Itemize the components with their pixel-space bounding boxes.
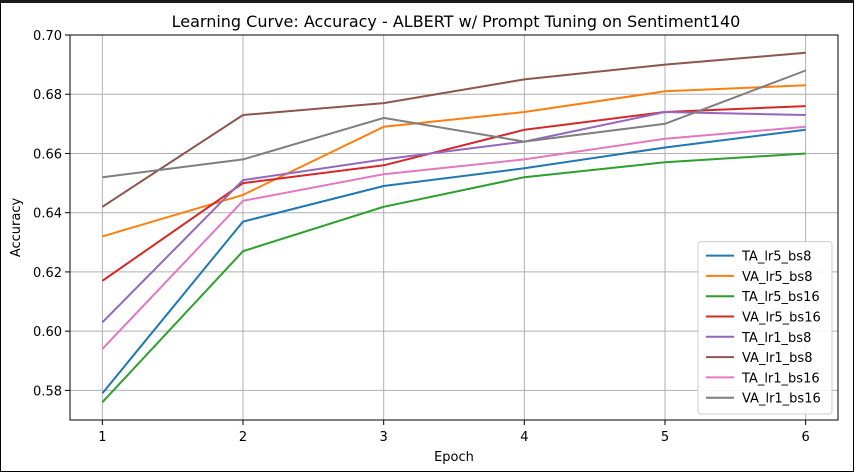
x-tick-label: 6: [802, 430, 810, 445]
x-axis-label: Epoch: [434, 450, 474, 465]
series-line-va-lr1-bs8: [101, 51, 806, 208]
legend: TA_lr5_bs8 VA_lr5_bs8 TA_lr5_bs16 VA_lr5_bs…: [697, 241, 833, 415]
x-tick-label: 2: [239, 430, 247, 445]
x-tick-label: 5: [661, 430, 669, 445]
legend-label: VA_lr5_bs8: [742, 270, 812, 285]
y-tick-label: 0.64: [33, 207, 62, 222]
y-tick-label: 0.58: [33, 384, 62, 399]
axis-ticks: 1 2 3 4 5 6 0.58 0.60 0.62 0.64 0.66 0.68 0.70: [33, 29, 810, 445]
y-tick-label: 0.68: [33, 88, 62, 103]
chart-title: Learning Curve: Accuracy - ALBERT w/ Pro…: [172, 12, 741, 31]
series-line-ta-lr1-bs8: [101, 111, 806, 324]
legend-box: [697, 241, 833, 415]
series-line-ta-lr5-bs16: [101, 152, 806, 403]
series-lines: [101, 51, 806, 403]
legend-label: TA_lr5_bs16: [741, 290, 820, 305]
legend-label: TA_lr1_bs16: [741, 371, 820, 386]
legend-label: VA_lr1_bs16: [742, 392, 821, 407]
legend-label: VA_lr5_bs16: [742, 311, 821, 326]
series-line-ta-lr5-bs8: [101, 128, 806, 394]
x-tick-label: 3: [380, 430, 388, 445]
y-tick-label: 0.70: [33, 29, 62, 44]
legend-label: VA_lr1_bs8: [742, 351, 812, 366]
y-tick-label: 0.60: [33, 325, 62, 340]
series-line-ta-lr1-bs16: [101, 125, 806, 350]
legend-label: TA_lr5_bs8: [741, 250, 811, 265]
legend-label: TA_lr1_bs8: [741, 331, 811, 346]
plot-area: [69, 34, 839, 421]
series-line-va-lr1-bs16: [102, 69, 806, 179]
y-tick-label: 0.62: [33, 266, 62, 281]
series-line-va-lr5-bs16: [101, 105, 806, 282]
x-tick-label: 1: [98, 430, 106, 445]
y-tick-label: 0.66: [33, 147, 62, 162]
x-tick-label: 4: [520, 430, 528, 445]
y-axis-label: Accuracy: [9, 198, 24, 258]
series-line-va-lr5-bs8: [102, 84, 806, 238]
